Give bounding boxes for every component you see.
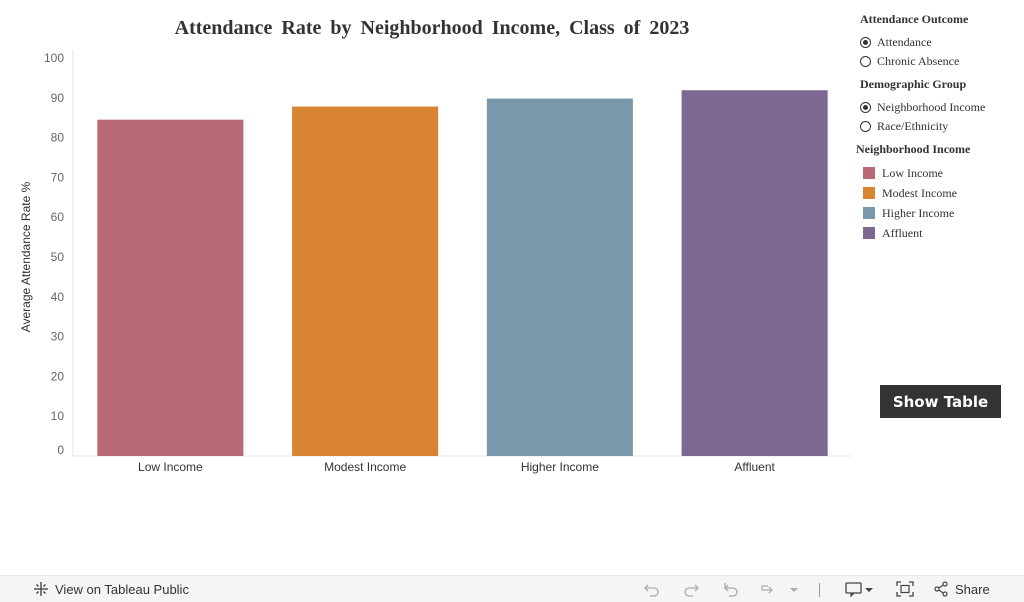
y-tick-label: 100 [44, 51, 64, 65]
radio-attendance[interactable]: Attendance [860, 33, 968, 51]
comment-icon[interactable] [845, 581, 875, 597]
y-tick-label: 20 [51, 369, 65, 383]
y-tick-label: 0 [57, 443, 64, 457]
legend-item-low-income[interactable]: Low Income [863, 163, 970, 183]
radio-race-ethnicity[interactable]: Race/Ethnicity [860, 117, 985, 135]
x-tick-label: Higher Income [521, 460, 599, 474]
y-tick-label: 40 [51, 290, 65, 304]
bar-chart: 0 10 20 30 40 50 60 70 80 90 100 Average Attendance… [19, 50, 852, 474]
color-legend: Neighborhood Income Low Income Modest In… [856, 142, 970, 243]
refresh-icon[interactable] [760, 581, 778, 597]
y-tick-label: 70 [51, 170, 65, 184]
attendance-outcome-title: Attendance Outcome [860, 12, 969, 26]
tableau-logo-icon [34, 582, 48, 596]
toolbar-divider [819, 583, 820, 597]
legend-item-affluent[interactable]: Affluent [863, 223, 970, 243]
y-tick-label: 60 [51, 210, 65, 224]
x-tick-label: Low Income [138, 460, 203, 474]
radio-button-icon[interactable] [860, 101, 871, 113]
footer-toolbar: View on Tableau Public [0, 575, 1024, 602]
chevron-down-icon[interactable] [789, 581, 799, 597]
bar-higher-income [486, 98, 633, 456]
redo-icon[interactable] [682, 581, 700, 597]
legend-title: Neighborhood Income [856, 142, 971, 156]
legend-swatch [863, 207, 875, 219]
undo-icon[interactable] [643, 581, 661, 597]
radio-button-icon[interactable] [860, 36, 871, 48]
view-on-tableau-public-label: View on Tableau Public [55, 581, 189, 597]
legend-swatch [863, 227, 875, 239]
legend-item-higher-income[interactable]: Higher Income [863, 203, 970, 223]
show-table-button[interactable]: Show Table [880, 385, 1001, 418]
legend-label: Affluent [882, 225, 923, 240]
x-tick-label: Affluent [734, 460, 775, 474]
bar-modest-income [292, 106, 439, 456]
radio-label-race-ethnicity: Race/Ethnicity [877, 118, 949, 133]
legend-swatch [863, 187, 875, 199]
y-tick-label: 80 [51, 131, 65, 145]
y-tick-label: 30 [51, 330, 65, 344]
view-on-tableau-public-link[interactable]: View on Tableau Public [33, 581, 189, 597]
x-tick-label: Modest Income [324, 460, 406, 474]
demographic-group-filter: Demographic Group Neighborhood Income Ra… [860, 77, 985, 136]
share-label: Share [955, 581, 990, 597]
radio-label-chronic-absence: Chronic Absence [877, 53, 960, 68]
legend-label: Modest Income [882, 185, 957, 200]
attendance-outcome-filter: Attendance Outcome Attendance Chronic Ab… [860, 12, 968, 71]
radio-neighborhood-income[interactable]: Neighborhood Income [860, 98, 985, 116]
bar-affluent [681, 90, 828, 456]
radio-label-neighborhood-income: Neighborhood Income [877, 99, 986, 114]
fullscreen-icon[interactable] [896, 581, 914, 597]
y-tick-label: 50 [51, 250, 65, 264]
share-button[interactable]: Share [933, 581, 990, 597]
legend-label: Higher Income [882, 205, 955, 220]
chart-title: Attendance Rate by Neighborhood Income, … [174, 17, 690, 39]
radio-label-attendance: Attendance [877, 34, 932, 49]
radio-chronic-absence[interactable]: Chronic Absence [860, 52, 968, 70]
revert-icon[interactable] [722, 581, 740, 597]
y-tick-label: 90 [51, 91, 65, 105]
legend-swatch [863, 167, 875, 179]
radio-button-icon[interactable] [860, 120, 871, 132]
y-axis-title: Average Attendance Rate % [19, 181, 33, 332]
radio-button-icon[interactable] [860, 55, 871, 67]
legend-item-modest-income[interactable]: Modest Income [863, 183, 970, 203]
demographic-group-title: Demographic Group [860, 77, 967, 91]
y-tick-label: 10 [51, 409, 65, 423]
share-icon [934, 581, 948, 597]
legend-label: Low Income [882, 165, 943, 180]
bar-low-income [97, 119, 244, 456]
